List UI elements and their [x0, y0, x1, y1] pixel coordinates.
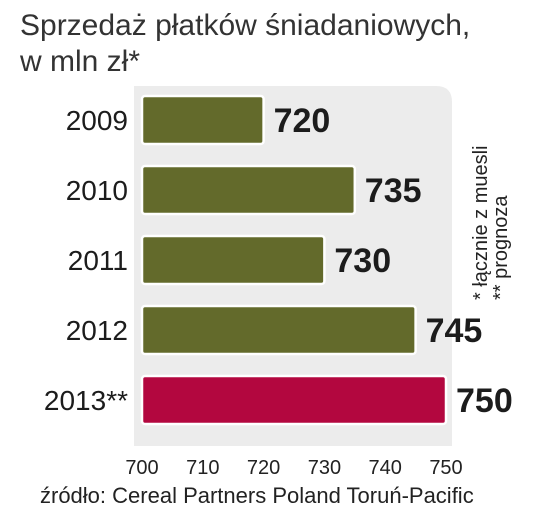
x-tick-label: 750: [429, 457, 462, 479]
bar-2011: [140, 234, 326, 286]
title-line-2: w mln zł*: [20, 45, 141, 78]
source-note: źródło: Cereal Partners Poland Toruń-Pac…: [40, 483, 474, 508]
footnote-forecast: ** prognoza: [490, 195, 512, 300]
value-label: 735: [365, 172, 422, 210]
value-label: 730: [334, 242, 391, 280]
x-tick-label: 740: [369, 457, 402, 479]
bar-chart: 2009 720 2010 735 2011 730 2012 745 2013** 750 700…: [44, 86, 513, 479]
value-label: 745: [426, 312, 483, 350]
category-label: 2012: [66, 315, 128, 346]
bar-2013: [140, 374, 448, 426]
value-label: 720: [274, 102, 331, 140]
x-tick-label: 700: [125, 457, 158, 479]
category-label: 2011: [68, 245, 128, 276]
bar-2009: [140, 94, 265, 146]
value-label: 750: [456, 382, 513, 420]
category-label: 2009: [66, 105, 128, 136]
x-tick-label: 710: [186, 457, 219, 479]
category-label: 2013**: [44, 385, 128, 416]
x-tick-label: 720: [247, 457, 280, 479]
x-tick-label: 730: [308, 457, 341, 479]
chart-title: Sprzedaż płatków śniadaniowych, w mln zł…: [20, 8, 470, 80]
bar-2012: [140, 304, 417, 356]
category-label: 2010: [66, 175, 128, 206]
bar-2010: [140, 164, 357, 216]
title-line-1: Sprzedaż płatków śniadaniowych,: [20, 9, 471, 42]
